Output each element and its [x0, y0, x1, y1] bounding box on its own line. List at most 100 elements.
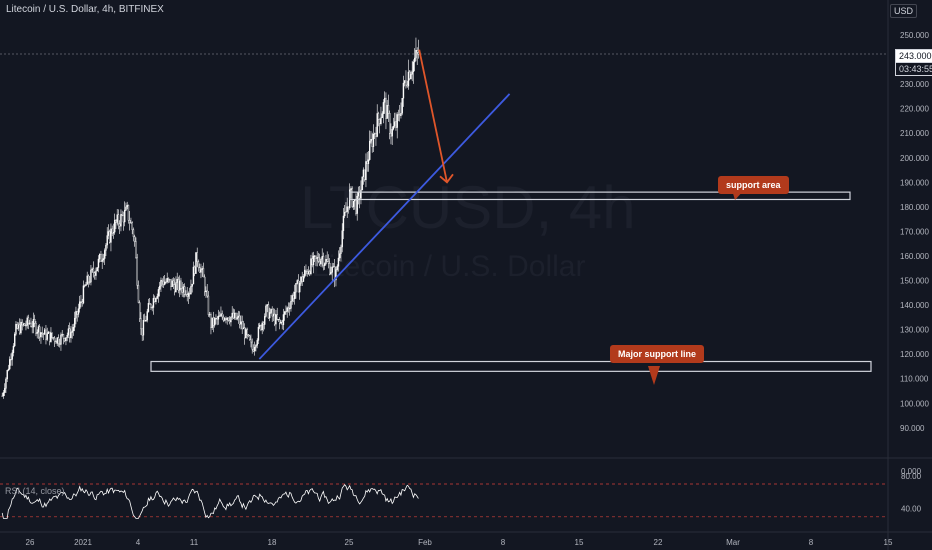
candle — [235, 312, 237, 321]
candle — [212, 311, 215, 333]
candle — [52, 337, 55, 341]
candle — [71, 324, 73, 339]
candle — [356, 192, 358, 221]
ascending-trendline[interactable] — [258, 93, 511, 360]
major-support-box[interactable] — [150, 360, 872, 372]
candle — [405, 70, 407, 89]
candle — [50, 327, 52, 343]
candle — [67, 325, 70, 339]
candle — [326, 251, 328, 263]
support-area-callout[interactable]: support area — [718, 176, 789, 194]
candle — [241, 315, 243, 335]
candle — [152, 294, 155, 315]
candle — [148, 297, 151, 305]
candle — [26, 315, 28, 329]
candle — [377, 111, 380, 127]
candle — [115, 219, 117, 229]
candle — [47, 330, 50, 334]
price-tick: 230.000 — [900, 80, 929, 89]
candle — [382, 99, 385, 124]
candle — [337, 250, 340, 272]
candle — [12, 343, 15, 357]
candle — [281, 319, 283, 330]
candle — [63, 337, 66, 343]
rsi-label[interactable]: RSI (14, close) — [5, 486, 65, 496]
candle — [135, 237, 137, 259]
candle — [82, 280, 85, 305]
candle — [222, 314, 225, 323]
price-tick: 150.000 — [900, 277, 929, 286]
candle — [35, 320, 37, 337]
candle — [142, 314, 145, 341]
candle — [143, 313, 146, 322]
candle — [361, 176, 363, 191]
candle — [237, 310, 240, 324]
time-tick: 25 — [345, 538, 354, 547]
time-tick: 22 — [654, 538, 663, 547]
candle — [299, 280, 301, 300]
candle — [227, 317, 230, 322]
candle — [259, 322, 261, 330]
projection-arrow[interactable] — [418, 49, 448, 183]
candle — [231, 306, 233, 320]
candle — [248, 334, 251, 341]
candle — [375, 126, 377, 146]
price-tick: 220.000 — [900, 105, 929, 114]
candle — [296, 279, 298, 285]
candle — [225, 316, 227, 324]
candle — [400, 102, 402, 119]
candle — [46, 327, 48, 342]
candle — [228, 316, 231, 325]
candle — [122, 211, 125, 231]
support-area-box[interactable] — [349, 191, 851, 201]
candle — [125, 202, 127, 211]
candle — [344, 205, 346, 219]
candles — [1, 37, 420, 399]
candle — [180, 277, 182, 295]
current-price-tag: 243.000 — [895, 49, 932, 63]
rsi-tick: 80.00 — [901, 472, 922, 481]
currency-button[interactable]: USD — [890, 4, 918, 18]
candle — [414, 48, 416, 72]
axes: 250.000240.000230.000220.000210.000200.0… — [26, 6, 930, 547]
candle — [390, 123, 392, 145]
candle — [396, 112, 398, 139]
candle — [3, 383, 6, 396]
candle — [19, 318, 21, 335]
candle — [15, 321, 17, 336]
price-tick: 180.000 — [900, 203, 929, 212]
candle — [311, 252, 313, 268]
candle — [68, 322, 71, 343]
major-support-callout[interactable]: Major support line — [610, 345, 705, 363]
candle — [220, 306, 222, 317]
candle — [25, 320, 27, 331]
candle — [186, 287, 188, 302]
candle — [315, 255, 317, 267]
candle — [322, 252, 325, 271]
candle — [197, 259, 200, 272]
candle — [49, 331, 51, 346]
candle — [173, 278, 176, 296]
candle — [304, 266, 306, 279]
time-tick: Mar — [726, 538, 740, 547]
candle — [140, 312, 142, 335]
candle — [307, 266, 310, 275]
price-tick: 140.000 — [900, 301, 929, 310]
candle — [364, 169, 366, 182]
candle — [88, 275, 91, 285]
candle — [335, 266, 337, 287]
candle — [17, 322, 20, 331]
candle — [397, 109, 400, 122]
candle — [347, 206, 350, 214]
candle — [32, 312, 35, 334]
candle — [265, 304, 267, 318]
candle — [262, 321, 265, 332]
candle — [379, 118, 381, 134]
candle — [80, 295, 82, 308]
candle — [309, 269, 311, 277]
candle — [187, 291, 190, 304]
candle — [286, 306, 288, 318]
candle — [365, 153, 367, 188]
candle — [362, 167, 365, 185]
